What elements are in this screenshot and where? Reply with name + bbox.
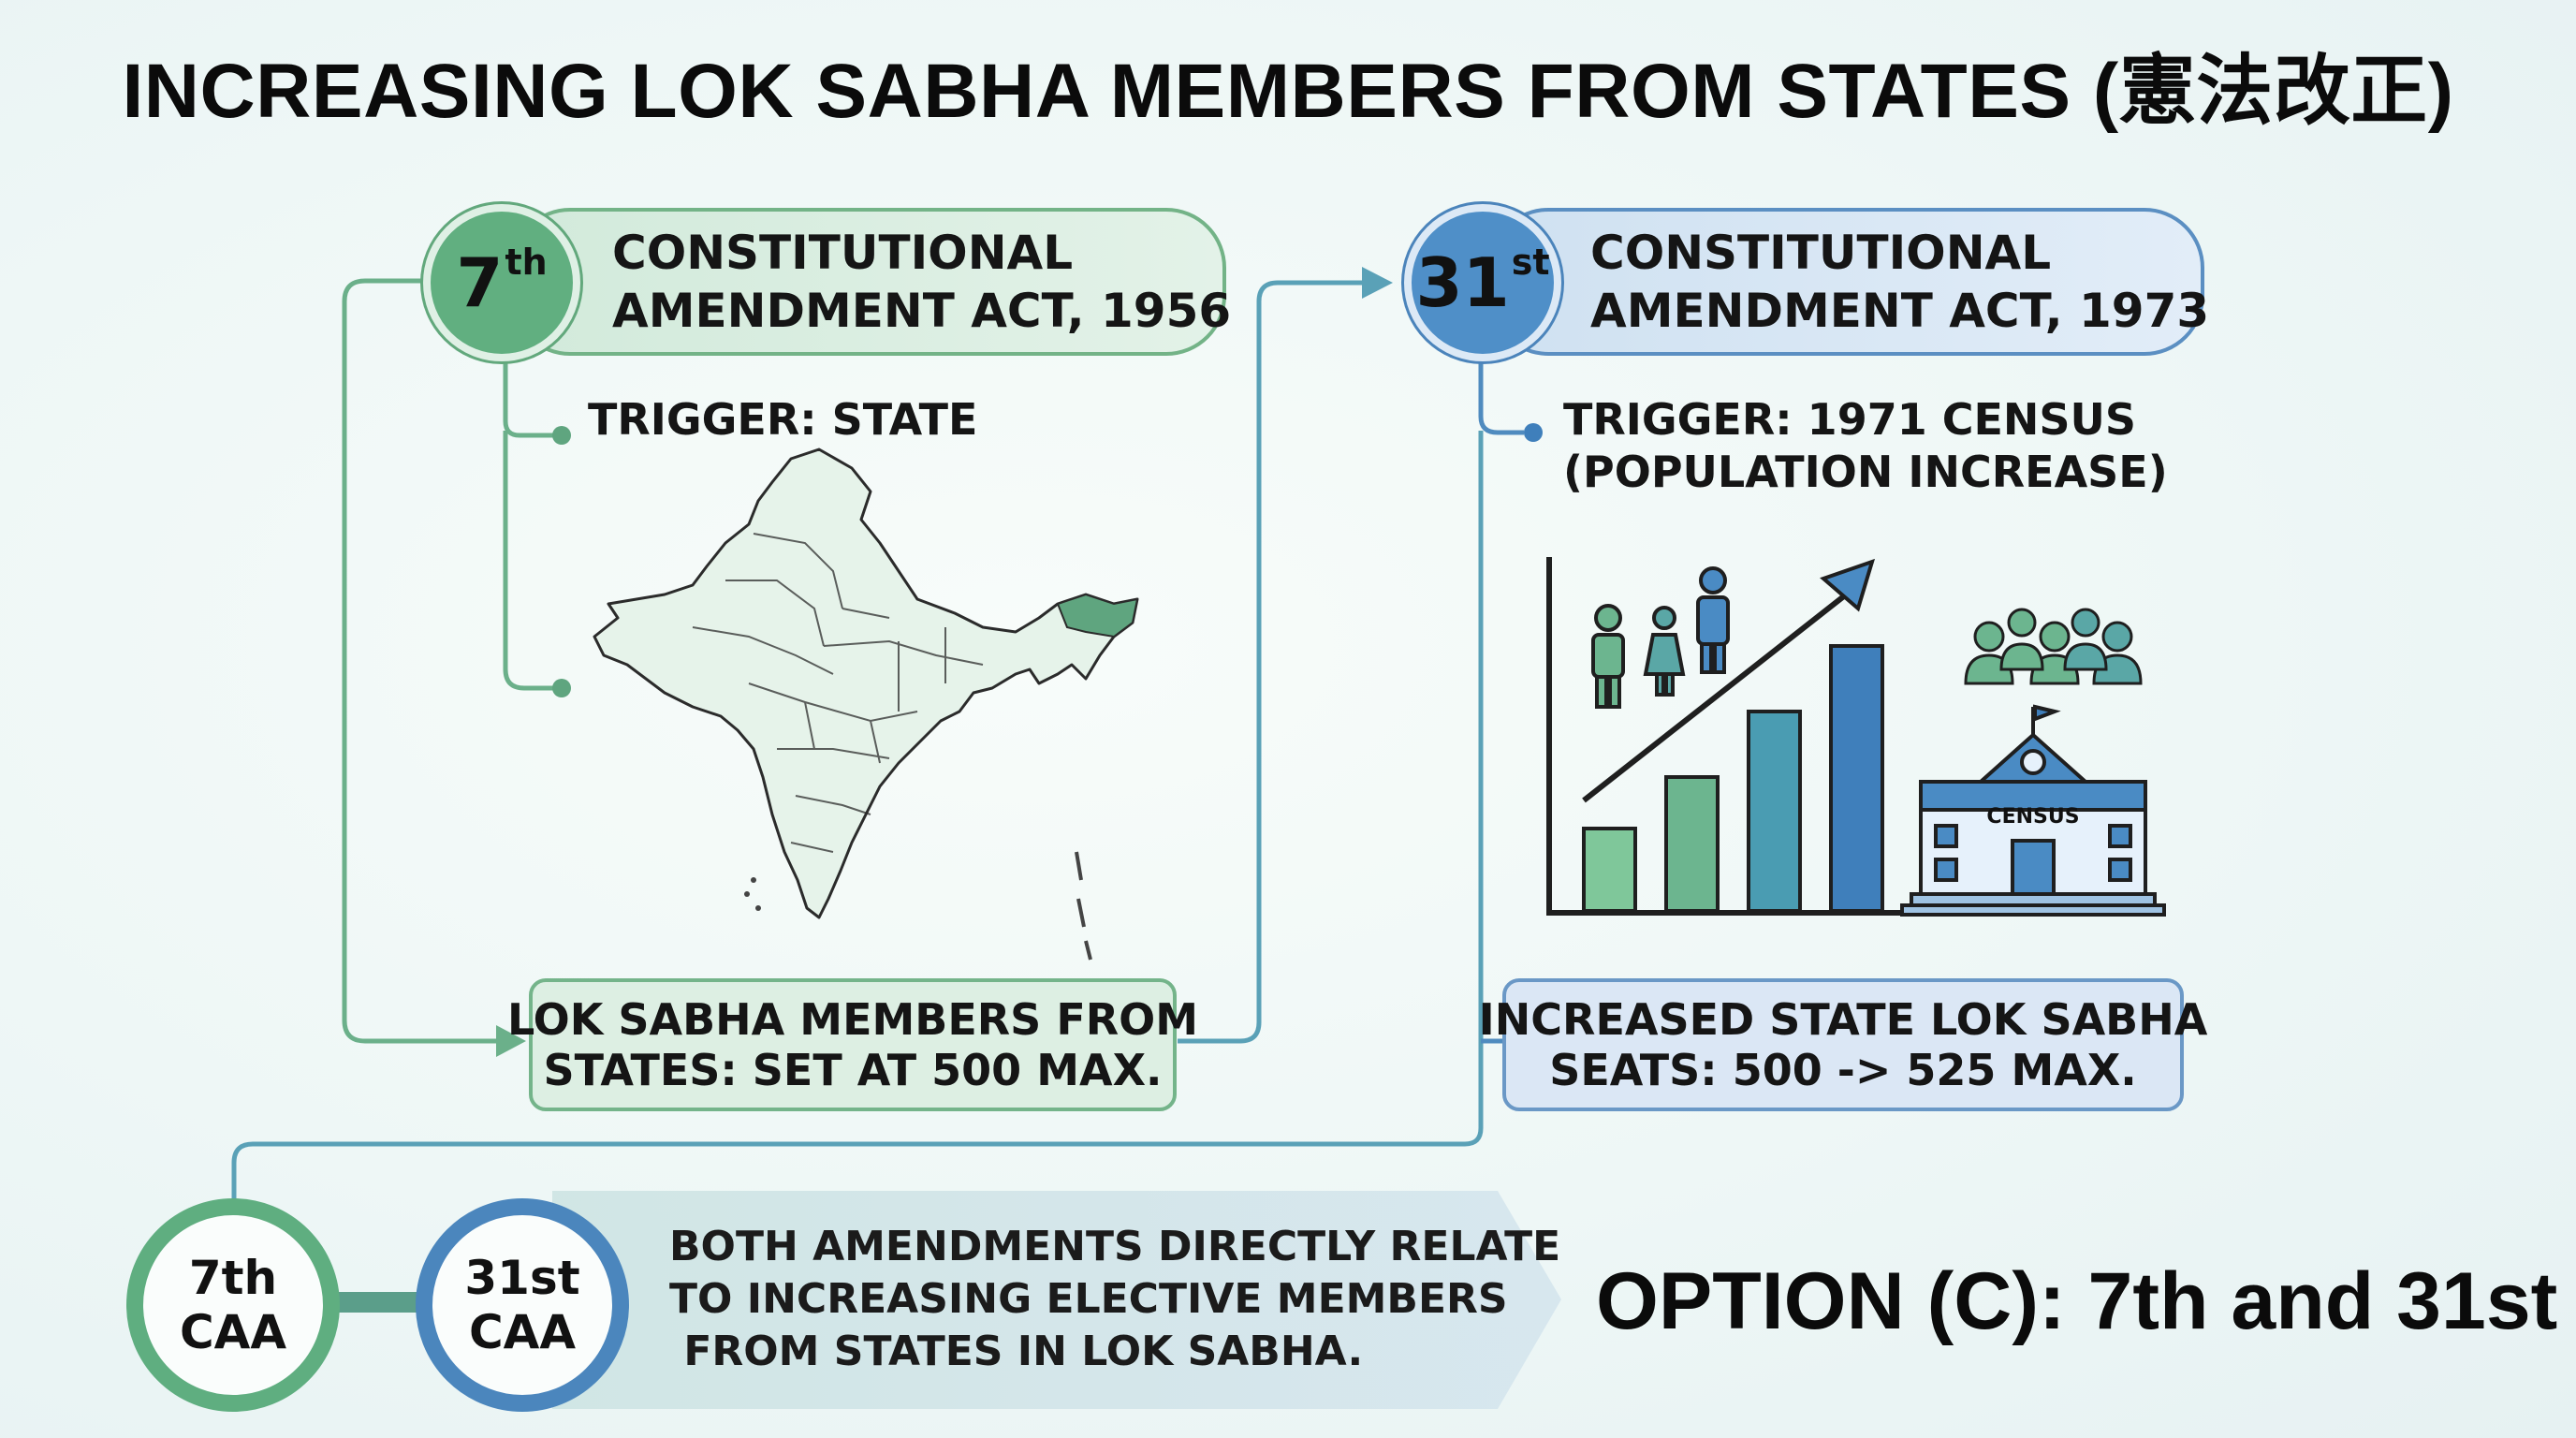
- population-growth-chart-icon: CENSUS: [1546, 557, 2166, 917]
- dot-7-trigger: [552, 426, 571, 445]
- arrowhead-to-31: [1362, 267, 1393, 299]
- amendment-7-title: CONSTITUTIONAL AMENDMENT ACT, 1956: [510, 208, 1232, 356]
- person-icon-adult: [1696, 566, 1730, 674]
- growth-bar-3: [1747, 710, 1802, 913]
- amendment-7-result-line2: STATES: SET AT 500 MAX.: [543, 1045, 1163, 1095]
- arrowhead-7-result: [496, 1025, 526, 1057]
- amendment-31-result-line1: INCREASED STATE LOK SABHA: [1478, 994, 2208, 1045]
- amendment-31-result-line2: SEATS: 500 -> 525 MAX.: [1549, 1045, 2137, 1095]
- crowd-icon: [1964, 608, 2143, 685]
- connector-7result-to-31: [1178, 280, 1362, 1044]
- ring-31st-caa-line2: CAA: [468, 1305, 577, 1359]
- connector-7-map: [503, 431, 557, 691]
- answer-text: OPTION (C): 7th and 31st: [1596, 1256, 2558, 1346]
- census-building-label: CENSUS: [1986, 805, 2079, 829]
- india-map-state-lines: [692, 533, 984, 853]
- amendment-31-title-line2: AMENDMENT ACT, 1973: [1590, 284, 2210, 338]
- amendment-31-badge-suffix: st: [1511, 242, 1550, 283]
- dot-7-map: [552, 679, 571, 697]
- person-icon-woman: [1643, 606, 1686, 697]
- growth-arrow-head: [1820, 558, 1876, 612]
- amendment-7-title-line2: AMENDMENT ACT, 1956: [612, 284, 1232, 338]
- summary-arrow-banner: [552, 1191, 1561, 1409]
- amendment-31-trigger: TRIGGER: 1971 CENSUS (POPULATION INCREAS…: [1563, 393, 2168, 498]
- growth-arrow-line: [1582, 582, 1860, 803]
- ring-7th-caa: 7th CAA: [126, 1198, 340, 1412]
- connector-31-down: [231, 431, 1484, 1217]
- amendment-31-trigger-line1: TRIGGER: 1971 CENSUS: [1563, 394, 2137, 445]
- amendment-31-result: INCREASED STATE LOK SABHA SEATS: 500 -> …: [1479, 978, 2207, 1111]
- dot-31-trigger: [1524, 423, 1543, 442]
- amendment-31-trigger-line2: (POPULATION INCREASE): [1563, 447, 2168, 497]
- amendment-31-title: CONSTITUTIONAL AMENDMENT ACT, 1973: [1488, 208, 2210, 356]
- amendment-7-result: LOK SABHA MEMBERS FROM STATES: SET AT 50…: [507, 978, 1198, 1111]
- amendment-7-result-line1: LOK SABHA MEMBERS FROM: [506, 994, 1199, 1045]
- page-title: INCREASING LOK SABHA MEMBERS FROM STATES…: [122, 49, 2454, 134]
- amendment-31-title-line1: CONSTITUTIONAL: [1590, 226, 2052, 280]
- ring-31st-caa-line1: 31st: [464, 1251, 580, 1305]
- census-building-icon: [1900, 704, 2166, 917]
- summary-line2: TO INCREASING ELECTIVE MEMBERS: [669, 1274, 1508, 1323]
- india-map-outline: [593, 448, 1139, 919]
- growth-bar-4: [1829, 644, 1884, 913]
- summary-line3: FROM STATES IN LOK SABHA.: [669, 1327, 1364, 1375]
- amendment-7-badge-suffix: th: [505, 242, 548, 283]
- growth-bar-2: [1664, 775, 1720, 913]
- amendment-7-badge-number: 7: [456, 243, 504, 322]
- summary-line1: BOTH AMENDMENTS DIRECTLY RELATE: [669, 1222, 1561, 1270]
- person-icon-man: [1591, 604, 1625, 709]
- amendment-31-badge-number: 31: [1415, 243, 1510, 322]
- ring-31st-caa: 31st CAA: [416, 1198, 629, 1412]
- summary-banner: BOTH AMENDMENTS DIRECTLY RELATE TO INCRE…: [655, 1184, 1568, 1414]
- amendment-7-title-line1: CONSTITUTIONAL: [612, 226, 1074, 280]
- ring-link-bar: [328, 1292, 440, 1313]
- connector-7-to-result: [342, 278, 496, 1044]
- growth-bar-1: [1582, 827, 1637, 913]
- amendment-7-trigger: TRIGGER: STATE: [588, 394, 978, 445]
- ring-7th-caa-line1: 7th: [188, 1251, 278, 1305]
- ring-7th-caa-line2: CAA: [179, 1305, 287, 1359]
- connector-7-trigger: [503, 360, 557, 438]
- india-map-icon: [593, 448, 1139, 961]
- connector-31-trigger: [1478, 360, 1524, 435]
- northeast-highlight: [1056, 593, 1139, 638]
